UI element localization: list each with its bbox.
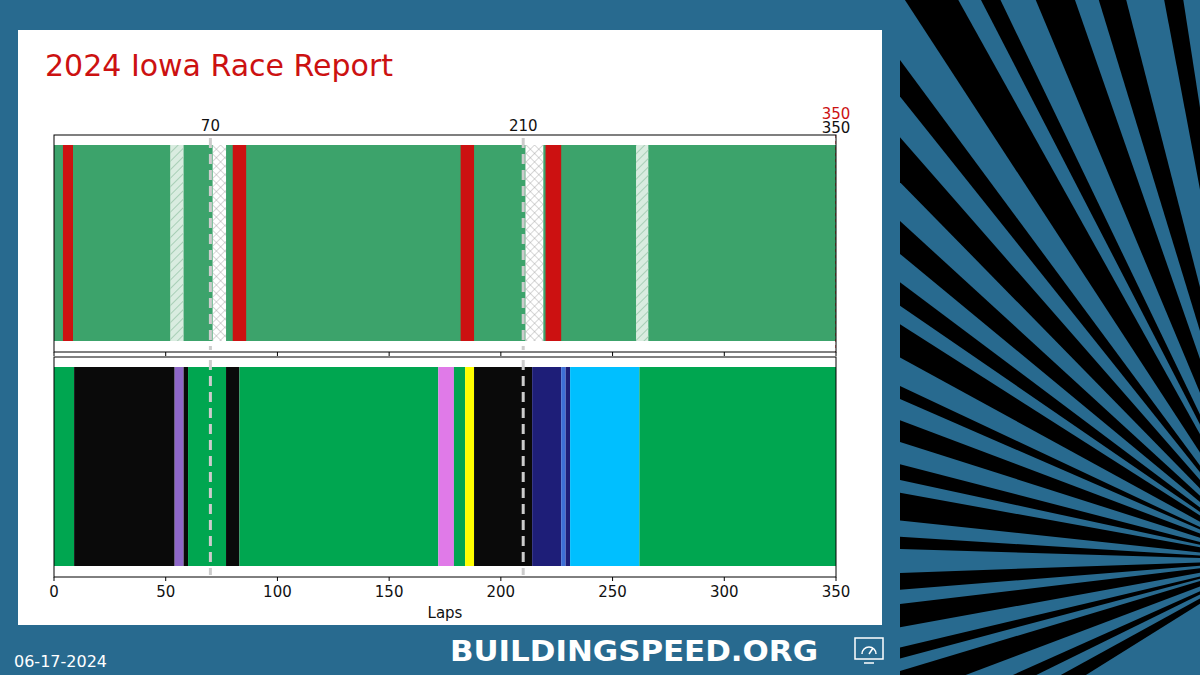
segment xyxy=(639,367,836,566)
tick xyxy=(389,577,390,581)
segment xyxy=(188,367,226,566)
site: BUILDINGSPEED.ORG xyxy=(450,635,818,668)
band-background xyxy=(54,145,836,341)
tick xyxy=(500,352,501,356)
segment xyxy=(636,145,648,341)
segment xyxy=(226,367,239,566)
icon-screen xyxy=(855,638,883,659)
segment xyxy=(566,367,570,566)
date: 06-17-2024 xyxy=(14,652,107,671)
panel: 0 50 100 150 200 250 300 350 Laps xyxy=(49,357,850,622)
frame xyxy=(54,135,836,352)
tick xyxy=(500,577,501,581)
segment xyxy=(546,145,562,341)
tick xyxy=(54,577,55,581)
segment xyxy=(213,145,226,341)
icon xyxy=(855,638,883,663)
segment xyxy=(63,145,73,341)
segment xyxy=(184,367,188,566)
tick xyxy=(165,577,166,581)
marks xyxy=(54,360,836,575)
card xyxy=(18,30,882,625)
segment xyxy=(525,145,543,341)
tick-label: 300 xyxy=(710,583,739,601)
vline xyxy=(209,360,212,575)
tick-label: 350 xyxy=(822,583,851,601)
tick xyxy=(612,577,613,581)
ray xyxy=(1051,0,1200,560)
segment xyxy=(170,145,183,341)
frame xyxy=(54,357,836,577)
tick xyxy=(277,352,278,356)
segment xyxy=(239,367,438,566)
ray xyxy=(900,0,1200,560)
rays xyxy=(900,0,1200,675)
tick xyxy=(724,577,725,581)
annotation: 350 xyxy=(822,119,851,137)
segment xyxy=(175,367,184,566)
segment xyxy=(454,367,465,566)
icon-gauge xyxy=(862,647,876,654)
ray xyxy=(900,0,1200,560)
page: 2024 Iowa Race Report 06-17-2024 BUILDINGS… xyxy=(0,0,1200,675)
icon-needle xyxy=(869,648,873,654)
tick-label: 250 xyxy=(598,583,627,601)
segment-hatch xyxy=(213,145,226,341)
marks xyxy=(54,135,836,352)
icon-stand xyxy=(864,662,874,664)
segment xyxy=(570,367,639,566)
segment xyxy=(54,367,74,566)
vline-label: 210 xyxy=(509,117,538,135)
tick xyxy=(836,577,837,581)
segment xyxy=(461,145,474,341)
panel: 70210350350 xyxy=(54,105,850,356)
ray xyxy=(900,0,1200,560)
segment xyxy=(233,145,246,341)
segment xyxy=(74,367,175,566)
vline xyxy=(522,138,525,350)
tick-label: 150 xyxy=(375,583,404,601)
tick xyxy=(836,352,837,356)
tick xyxy=(724,352,725,356)
segment xyxy=(561,367,565,566)
tick-label: 200 xyxy=(487,583,516,601)
title: 2024 Iowa Race Report xyxy=(45,48,393,83)
segment-hatch xyxy=(170,145,183,341)
vline-label: 70 xyxy=(201,117,220,135)
tick xyxy=(54,352,55,356)
tick xyxy=(612,352,613,356)
segment-hatch xyxy=(636,145,648,341)
vline xyxy=(209,138,212,350)
tick-label: 0 xyxy=(49,583,59,601)
ray xyxy=(900,560,1200,675)
tick xyxy=(165,352,166,356)
segment xyxy=(532,367,561,566)
tick xyxy=(277,577,278,581)
segment xyxy=(465,367,474,566)
vline xyxy=(522,360,525,575)
tick xyxy=(389,352,390,356)
tick-label: 100 xyxy=(263,583,292,601)
tick-label: 50 xyxy=(156,583,175,601)
segment xyxy=(438,367,454,566)
segment-hatch xyxy=(525,145,543,341)
axis-title: Laps xyxy=(428,604,463,622)
